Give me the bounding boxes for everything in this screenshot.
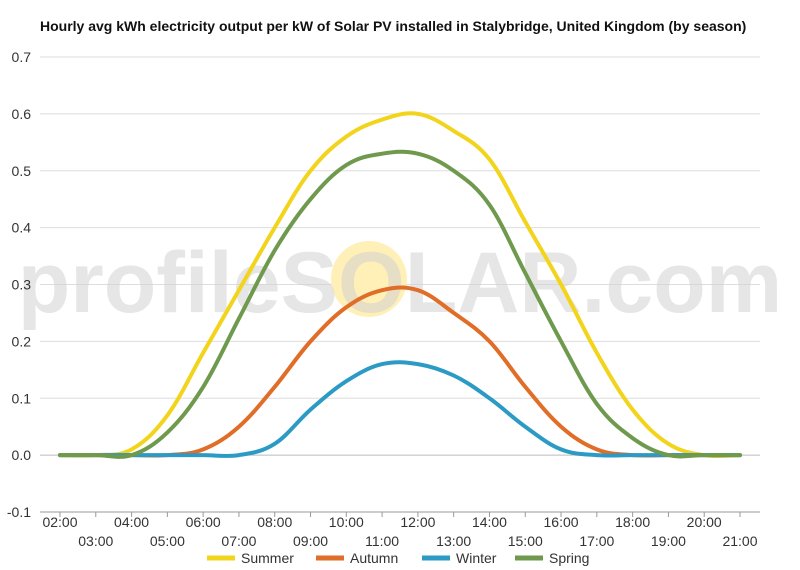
series-line-winter — [58, 360, 742, 459]
legend-label-spring: Spring — [549, 550, 589, 566]
x-tick-label: 03:00 — [78, 533, 113, 549]
x-tick-label: 11:00 — [365, 533, 399, 549]
chart-title: Hourly avg kWh electricity output per kW… — [40, 18, 747, 34]
legend: Summer Autumn Winter Spring — [207, 550, 589, 566]
y-tick-label: 0.6 — [12, 106, 32, 122]
x-tick-label: 04:00 — [114, 514, 149, 530]
legend-label-summer: Summer — [241, 550, 294, 566]
y-tick-label: 0.4 — [12, 220, 32, 236]
x-axis: 02:0003:0004:0005:0006:0007:0008:0009:00… — [42, 512, 758, 549]
y-tick-label: -0.1 — [7, 504, 31, 520]
y-tick-label: 0.2 — [12, 333, 32, 349]
legend-label-winter: Winter — [456, 550, 497, 566]
x-tick-label: 09:00 — [293, 533, 328, 549]
y-tick-label: 0.1 — [12, 390, 32, 406]
x-tick-label: 19:00 — [651, 533, 686, 549]
x-tick-label: 18:00 — [615, 514, 650, 530]
x-tick-label: 13:00 — [436, 533, 471, 549]
x-tick-label: 02:00 — [42, 514, 77, 530]
y-tick-label: 0.5 — [12, 163, 32, 179]
series-line-summer — [58, 111, 742, 459]
watermark: profileSOLAR.com — [18, 235, 783, 331]
series-lines — [58, 111, 742, 459]
x-tick-label: 12:00 — [400, 514, 435, 530]
x-tick-label: 08:00 — [257, 514, 292, 530]
watermark-sun — [331, 241, 407, 317]
legend-label-autumn: Autumn — [350, 550, 398, 566]
series-line-spring — [58, 149, 742, 459]
x-tick-label: 21:00 — [722, 533, 757, 549]
x-tick-label: 15:00 — [508, 533, 543, 549]
y-tick-label: 0.7 — [12, 49, 32, 65]
watermark-text: profileSOLAR.com — [18, 235, 783, 331]
y-tick-label: 0.3 — [12, 277, 32, 293]
x-tick-label: 16:00 — [544, 514, 579, 530]
x-tick-label: 05:00 — [150, 533, 185, 549]
x-tick-label: 07:00 — [221, 533, 256, 549]
x-tick-label: 06:00 — [186, 514, 221, 530]
x-tick-label: 10:00 — [329, 514, 364, 530]
y-axis: -0.1 0.0 0.1 0.2 0.3 0.4 0.5 0.6 0.7 — [7, 49, 31, 520]
x-tick-label: 20:00 — [687, 514, 722, 530]
x-tick-label: 17:00 — [579, 533, 614, 549]
x-tick-label: 14:00 — [472, 514, 507, 530]
y-tick-label: 0.0 — [12, 447, 32, 463]
